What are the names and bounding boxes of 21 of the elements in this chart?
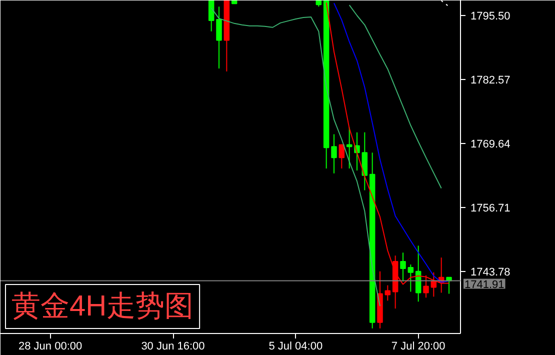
candlestick [408, 264, 414, 292]
ref-line-label: 1741.91 [464, 278, 504, 291]
y-tick-label: 1769.64 [470, 138, 510, 151]
candlestick [216, 6, 222, 69]
x-tick-label: 7 Jul 20:00 [391, 340, 446, 352]
y-tick-label: 1795.50 [470, 10, 510, 22]
y-tick-label: 1743.78 [470, 266, 510, 279]
candlestick [338, 144, 345, 169]
candlestick [208, 0, 214, 32]
y-tick-label: 1782.57 [470, 74, 510, 87]
line-series [348, 4, 442, 189]
text: 黄金4H走势图 [12, 290, 194, 322]
x-tick-label: 5 Jul 04:00 [268, 340, 323, 352]
y-tick-label: 1756.71 [470, 202, 510, 215]
x-tick-label: 30 Jun 16:00 [141, 340, 205, 352]
candlestick [331, 134, 337, 174]
x-tick-label: 28 Jun 00:00 [18, 340, 82, 352]
candlestick [346, 126, 352, 169]
candlestick [362, 132, 368, 191]
candlestick [400, 252, 406, 282]
candlestick [384, 284, 391, 302]
